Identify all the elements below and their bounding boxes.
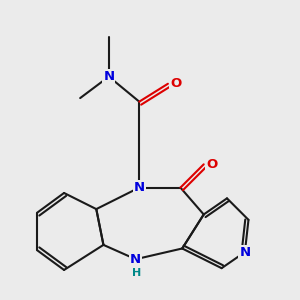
Text: N: N <box>103 70 114 83</box>
Text: O: O <box>170 77 182 90</box>
Text: N: N <box>239 246 250 259</box>
Text: N: N <box>130 253 141 266</box>
Text: O: O <box>206 158 217 171</box>
Text: N: N <box>134 181 145 194</box>
Text: H: H <box>132 268 141 278</box>
